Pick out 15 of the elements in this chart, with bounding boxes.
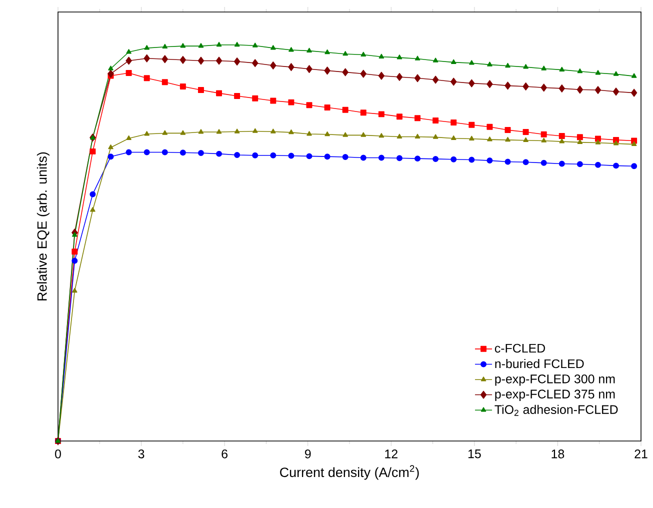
x-tick-label: 12	[385, 450, 398, 458]
legend-label: c-FCLED	[494, 344, 546, 353]
x-tick-label: 6	[222, 450, 228, 458]
x-tick-label: 3	[138, 450, 144, 458]
x-tick-label: 9	[304, 450, 311, 458]
legend-label: n-buried FCLED	[495, 358, 584, 368]
x-tick-label: 21	[634, 450, 648, 458]
x-tick-label: 18	[552, 450, 564, 458]
legend-label: p-exp-FCLED 300 nm	[495, 374, 615, 386]
legend-label: p-exp-FCLED 375 nm	[495, 390, 615, 401]
legend-label: TiO$_{2}$ adhesion-FCLED	[494, 404, 618, 416]
x-tick-label: 15	[468, 450, 481, 458]
x-axis-title: Current density (A/cm$^{2}$)	[280, 465, 419, 480]
y-axis-title: Relative EQE (arb. units)	[36, 152, 50, 300]
x-tick-label: 0	[55, 450, 61, 458]
